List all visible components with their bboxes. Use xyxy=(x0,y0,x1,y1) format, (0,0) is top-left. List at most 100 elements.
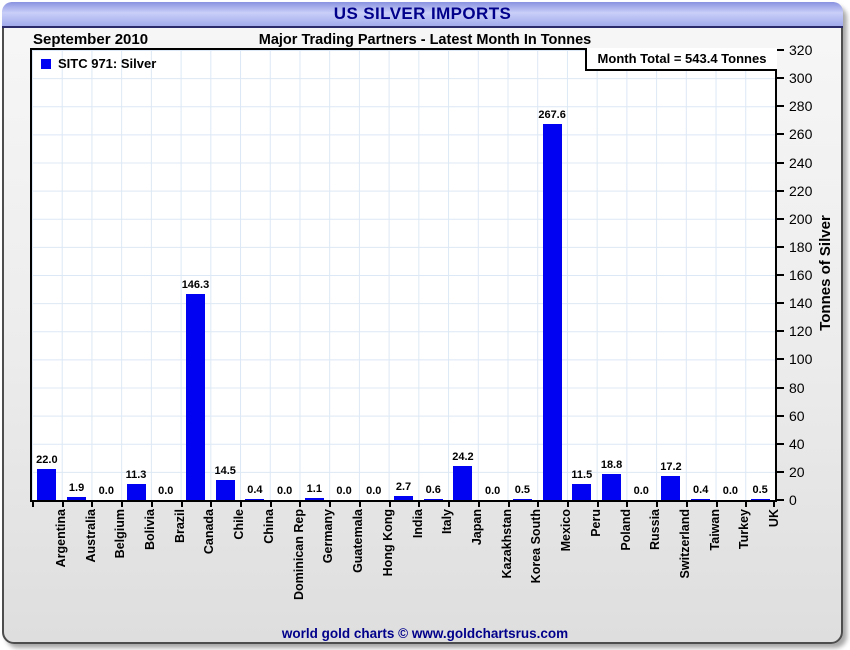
x-tick-label: Belgium xyxy=(113,509,128,559)
title-bar: US SILVER IMPORTS xyxy=(2,2,843,28)
x-tick-mark xyxy=(478,502,480,507)
x-tick-mark xyxy=(686,502,688,507)
x-tick-mark xyxy=(151,502,153,507)
page-title: US SILVER IMPORTS xyxy=(333,4,512,23)
bar-value-label: 0.4 xyxy=(693,484,709,496)
x-tick-label: Australia xyxy=(83,509,98,563)
bar-value-label: 0.4 xyxy=(247,484,263,496)
x-tick-mark xyxy=(270,502,272,507)
x-tick-mark xyxy=(597,502,599,507)
bar xyxy=(126,484,146,500)
x-tick-mark xyxy=(537,502,539,507)
x-axis-labels: Argentina Australia Belgium Bolivia Brazil Ca… xyxy=(32,509,781,639)
bar xyxy=(453,466,473,500)
x-tick-mark xyxy=(91,502,93,507)
x-tick-mark xyxy=(508,502,510,507)
period-label: September 2010 xyxy=(33,31,149,48)
bar-value-label: 0.0 xyxy=(276,485,293,497)
plot-area: SITC 971: Silver 22.0 1.9 0.0 11.3 0.0 146.3 1… xyxy=(30,48,777,502)
bar-value-label: 17.2 xyxy=(660,461,682,473)
bar-value-label: 0.0 xyxy=(158,485,174,497)
x-tick-mark xyxy=(745,502,747,507)
x-tick-label: China xyxy=(261,509,276,544)
bar xyxy=(245,499,265,500)
chart-subtitle: Major Trading Partners - Latest Month In… xyxy=(258,32,592,48)
bar-value-label: 0.0 xyxy=(98,485,114,497)
bar xyxy=(542,124,562,500)
x-tick-label: Brazil xyxy=(172,509,187,544)
bar-value-label: 0.5 xyxy=(752,484,768,496)
bar-value-label: 1.9 xyxy=(68,482,85,494)
x-tick-mark xyxy=(121,502,123,507)
legend-label: SITC 971: Silver xyxy=(58,56,157,71)
x-tick-label: Mexico xyxy=(559,509,574,552)
x-tick-mark xyxy=(62,502,64,507)
x-tick-label: India xyxy=(410,509,425,539)
x-tick-mark xyxy=(716,502,718,507)
x-tick-label: Taiwan xyxy=(707,509,722,551)
bar xyxy=(661,476,681,500)
x-tick-label: Poland xyxy=(618,509,633,551)
bar xyxy=(512,499,532,500)
x-tick-label: Chile xyxy=(232,509,247,540)
x-tick-label: Italy xyxy=(440,509,455,535)
month-total-box: Month Total = 543.4 Tonnes xyxy=(585,48,777,71)
bar-value-label: 18.8 xyxy=(600,459,623,471)
bar-value-label: 0.0 xyxy=(366,485,382,497)
bar-value-label: 14.5 xyxy=(214,465,236,477)
x-tick-label: Germany xyxy=(321,509,336,564)
bar xyxy=(185,294,205,500)
x-tick-mark xyxy=(181,502,183,507)
bar-value-label: 0.6 xyxy=(425,484,441,496)
bar-value-label: 0.0 xyxy=(485,485,501,497)
bar-value-label: 11.3 xyxy=(125,469,147,481)
bar-value-label: 0.5 xyxy=(514,484,531,496)
x-tick-label: Dominican Rep xyxy=(291,509,306,600)
x-tick-label: Russia xyxy=(648,509,663,550)
x-tick-label: Switzerland xyxy=(677,509,692,579)
bar-value-label: 0.0 xyxy=(336,485,352,497)
x-tick-label: Korea South xyxy=(529,509,544,584)
bar xyxy=(572,484,592,500)
x-tick-mark xyxy=(329,502,331,507)
x-tick-mark xyxy=(32,502,34,507)
x-tick-label: Canada xyxy=(202,509,217,555)
x-tick-mark xyxy=(418,502,420,507)
bar xyxy=(750,499,770,500)
x-tick-label: Peru xyxy=(588,509,603,537)
x-tick-label: Bolivia xyxy=(143,509,158,550)
x-tick-mark xyxy=(299,502,301,507)
x-tick-label: Japan xyxy=(469,509,484,546)
x-tick-label: Guatemala xyxy=(351,509,366,573)
bar xyxy=(691,499,711,500)
bar xyxy=(602,474,622,500)
bar-value-label: 24.2 xyxy=(452,451,474,463)
legend: SITC 971: Silver xyxy=(41,56,156,71)
x-tick-mark xyxy=(210,502,212,507)
bar-value-label: 11.5 xyxy=(571,469,593,481)
bar-value-label: 0.0 xyxy=(633,485,649,497)
bar-value-label: 146.3 xyxy=(181,279,210,291)
x-tick-mark xyxy=(656,502,658,507)
x-tick-mark xyxy=(240,502,242,507)
bar xyxy=(215,480,235,500)
x-tick-label: Hong Kong xyxy=(380,509,395,577)
legend-swatch-icon xyxy=(41,58,51,69)
x-tick-label: UK xyxy=(767,509,782,528)
x-tick-mark xyxy=(567,502,569,507)
bar-value-label: 1.1 xyxy=(306,483,322,495)
x-tick-label: Turkey xyxy=(737,509,752,550)
x-tick-mark xyxy=(359,502,361,507)
x-tick-mark xyxy=(773,502,775,507)
x-tick-mark xyxy=(448,502,450,507)
x-tick-mark xyxy=(626,502,628,507)
bar xyxy=(37,469,57,500)
bar xyxy=(394,496,413,500)
x-axis-ticks xyxy=(32,502,775,510)
x-tick-label: Kazakhstan xyxy=(499,509,514,579)
bar xyxy=(304,498,324,500)
month-total-label: Month Total = 543.4 Tonnes xyxy=(597,51,767,66)
bar-value-label: 22.0 xyxy=(36,454,58,466)
x-tick-label: Argentina xyxy=(53,509,68,568)
bar-value-label: 0.0 xyxy=(722,485,739,497)
